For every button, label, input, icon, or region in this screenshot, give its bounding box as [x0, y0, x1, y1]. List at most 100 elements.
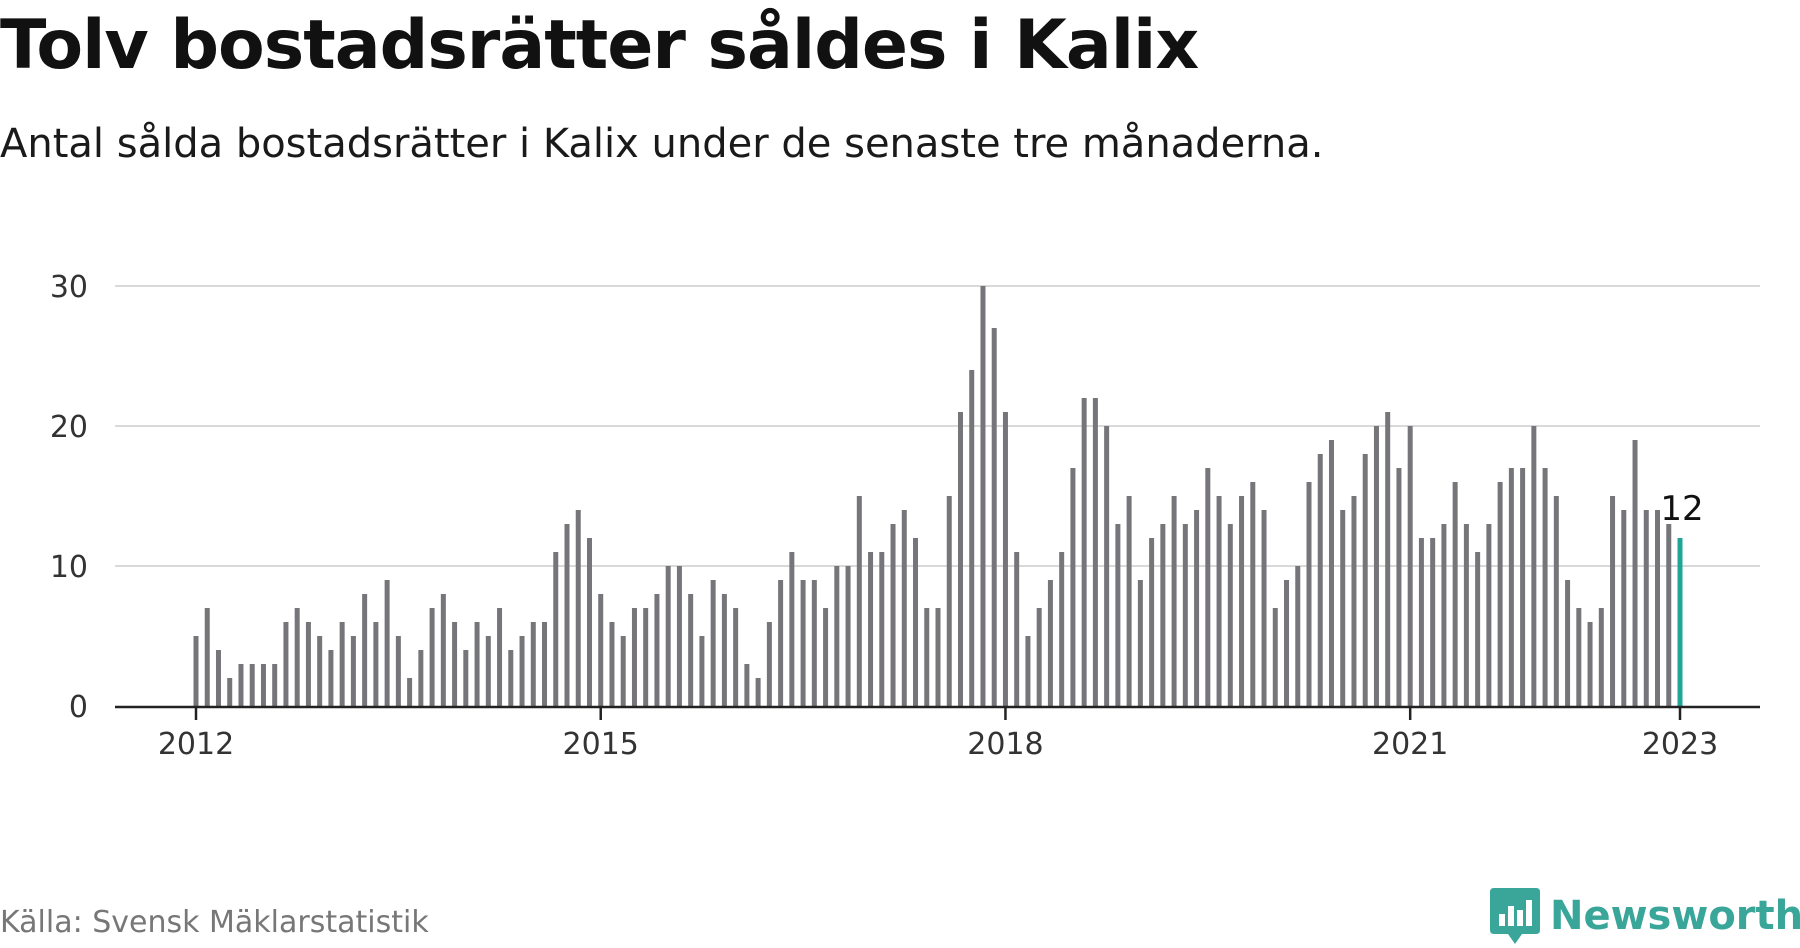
bar: [1531, 426, 1537, 706]
bar: [1508, 468, 1514, 706]
bar: [901, 510, 907, 706]
bar: [598, 594, 604, 706]
bar: [429, 608, 435, 706]
bar: [856, 496, 862, 706]
bar: [452, 622, 458, 706]
bar: [1036, 608, 1042, 706]
bar: [1216, 496, 1222, 706]
bar: [1328, 440, 1334, 706]
bar: [1475, 552, 1481, 706]
bar: [1452, 482, 1458, 706]
bar: [440, 594, 446, 706]
bar: [1160, 524, 1166, 706]
bar: [834, 566, 840, 706]
bar: [991, 328, 997, 706]
bar: [407, 678, 413, 706]
bar: [1284, 580, 1290, 706]
bar: [620, 636, 626, 706]
bar-highlight: [1677, 538, 1683, 706]
bar: [373, 622, 379, 706]
bar: [463, 650, 469, 706]
bar: [778, 580, 784, 706]
bar: [721, 594, 727, 706]
bar: [1598, 608, 1604, 706]
y-tick-label-30: 30: [50, 270, 88, 305]
bar: [1655, 510, 1661, 706]
bar: [530, 622, 536, 706]
bar: [249, 664, 255, 706]
y-tick-label-10: 10: [50, 550, 88, 585]
bar: [665, 566, 671, 706]
bar: [744, 664, 750, 706]
bar: [1272, 608, 1278, 706]
bar: [868, 552, 874, 706]
bar: [1463, 524, 1469, 706]
bar: [913, 538, 919, 706]
brand-name: Newsworthy: [1550, 893, 1800, 939]
bar: [1194, 510, 1200, 706]
bar: [688, 594, 694, 706]
bar: [1149, 538, 1155, 706]
bar: [1441, 524, 1447, 706]
bar: [980, 286, 986, 706]
bar: [1295, 566, 1301, 706]
bar: [1317, 454, 1323, 706]
grid-lines: 0 10 20 30: [50, 270, 1760, 725]
bar: [283, 622, 289, 706]
bar: [946, 496, 952, 706]
bar: [474, 622, 480, 706]
bar: [890, 524, 896, 706]
bar: [294, 608, 300, 706]
bar: [395, 636, 401, 706]
bar: [643, 608, 649, 706]
bar: [1520, 468, 1526, 706]
bar: [1126, 496, 1132, 706]
bar: [1553, 496, 1559, 706]
bar: [1047, 580, 1053, 706]
bar: [508, 650, 514, 706]
bar: [1351, 496, 1357, 706]
bar-chart-speech-bubble-icon: [1490, 888, 1540, 944]
bar: [1666, 524, 1672, 706]
x-tick-label-2021: 2021: [1372, 727, 1448, 762]
bar: [418, 650, 424, 706]
bar: [969, 370, 975, 706]
data-labels: 12: [1660, 489, 1703, 529]
bar: [1227, 524, 1233, 706]
x-tick-label-2023: 2023: [1642, 727, 1718, 762]
bar: [1396, 468, 1402, 706]
bar: [272, 664, 278, 706]
bar: [1115, 524, 1121, 706]
bar: [609, 622, 615, 706]
bar: [957, 412, 963, 706]
bar: [1576, 608, 1582, 706]
bar: [1542, 468, 1548, 706]
data-label-latest: 12: [1660, 489, 1703, 529]
bar: [1104, 426, 1110, 706]
bar: [564, 524, 570, 706]
bar: [1385, 412, 1391, 706]
bar: [1643, 510, 1649, 706]
bar: [1486, 524, 1492, 706]
bar: [553, 552, 559, 706]
bar: [497, 608, 503, 706]
bar: [260, 664, 266, 706]
bar: [317, 636, 323, 706]
bar: [1171, 496, 1177, 706]
bar: [542, 622, 548, 706]
chart-title: Tolv bostadsrätter såldes i Kalix: [0, 6, 1199, 85]
bar: [1002, 412, 1008, 706]
bar: [1362, 454, 1368, 706]
bar: [586, 538, 592, 706]
bar: [766, 622, 772, 706]
bar: [238, 664, 244, 706]
bar: [227, 678, 233, 706]
bar: [1250, 482, 1256, 706]
bar: [519, 636, 525, 706]
bar: [935, 608, 941, 706]
bar: [924, 608, 930, 706]
bar: [350, 636, 356, 706]
bar: [1621, 510, 1627, 706]
bar: [823, 608, 829, 706]
bar: [845, 566, 851, 706]
